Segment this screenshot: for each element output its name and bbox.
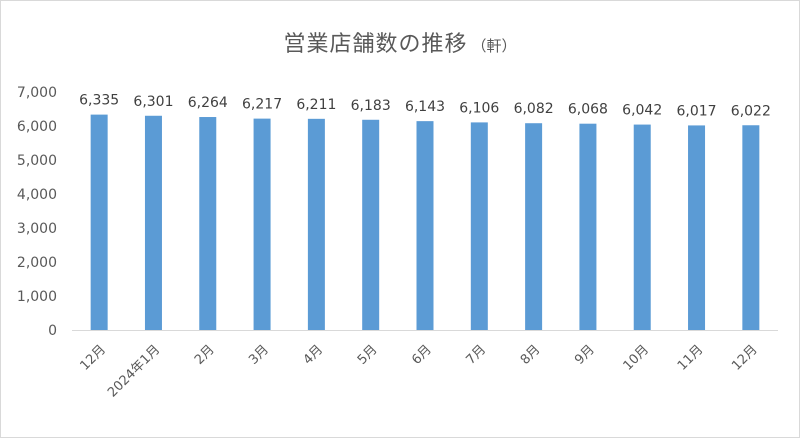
data-label: 6,301 — [133, 94, 173, 110]
x-category-label: 8月 — [518, 342, 544, 368]
bar — [253, 118, 271, 330]
bar — [579, 123, 597, 330]
data-label: 6,183 — [351, 98, 391, 114]
bar — [416, 121, 434, 330]
data-label: 6,211 — [296, 97, 336, 113]
y-tick-label: 0 — [48, 323, 57, 339]
bar — [362, 119, 380, 330]
bar — [525, 123, 543, 330]
y-tick-label: 5,000 — [17, 153, 57, 169]
bar — [633, 124, 651, 331]
x-category-label: 2月 — [192, 342, 218, 368]
x-category-label: 12月 — [77, 342, 108, 373]
y-tick-label: 7,000 — [17, 85, 57, 101]
data-label: 6,042 — [622, 103, 662, 119]
x-category-label: 11月 — [675, 342, 706, 373]
data-label: 6,082 — [514, 101, 554, 117]
y-tick-label: 6,000 — [17, 119, 57, 135]
bar — [307, 118, 325, 331]
data-label: 6,264 — [188, 95, 228, 111]
x-category-label: 7月 — [463, 342, 489, 368]
x-category-label: 2024年1月 — [105, 342, 163, 400]
data-label: 6,143 — [405, 99, 445, 115]
chart-unit: （軒） — [471, 37, 517, 55]
data-label: 6,022 — [731, 103, 771, 119]
chart-title: 営業店舗数の推移 — [283, 32, 468, 57]
data-label: 6,335 — [79, 93, 119, 109]
bar — [470, 122, 488, 330]
bar — [90, 114, 108, 330]
bar — [144, 115, 162, 331]
y-tick-label: 2,000 — [17, 255, 57, 271]
bar — [688, 125, 706, 330]
data-label: 6,106 — [459, 100, 499, 116]
x-category-label: 9月 — [572, 342, 598, 368]
bar — [199, 117, 217, 330]
x-category-label: 12月 — [729, 342, 760, 373]
y-tick-label: 4,000 — [17, 187, 57, 203]
x-category-label: 3月 — [246, 342, 272, 368]
chart-title-block: 営業店舗数の推移 （軒） — [0, 26, 800, 58]
x-category-label: 4月 — [301, 342, 327, 368]
x-category-label: 10月 — [621, 342, 652, 373]
x-category-label: 6月 — [409, 342, 435, 368]
y-tick-label: 3,000 — [17, 221, 57, 237]
data-label: 6,017 — [676, 103, 716, 119]
x-category-label: 5月 — [355, 342, 381, 368]
data-label: 6,217 — [242, 97, 282, 113]
data-label: 6,068 — [568, 102, 608, 118]
bar — [742, 125, 760, 330]
y-tick-label: 1,000 — [17, 289, 57, 305]
